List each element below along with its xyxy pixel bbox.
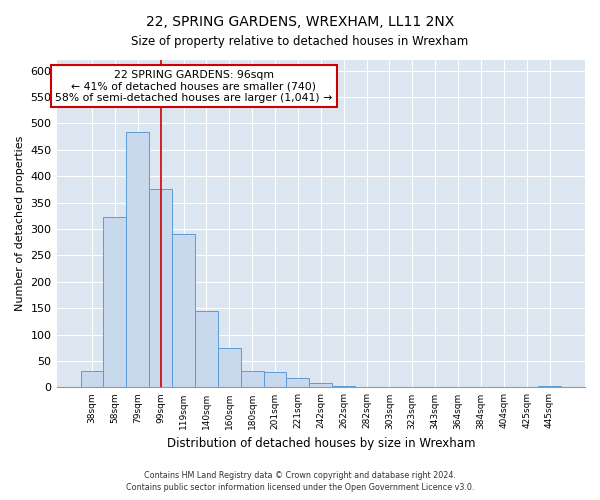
Bar (80, 370, 103, 388)
Bar (149, 190, 172, 388)
Bar (127, 132, 149, 388)
Bar (355, 387, 378, 388)
Bar (310, 383, 332, 388)
X-axis label: Distribution of detached houses by size in Wrexham: Distribution of detached houses by size … (167, 437, 475, 450)
Bar (195, 311, 218, 388)
Bar (103, 218, 127, 388)
Text: Size of property relative to detached houses in Wrexham: Size of property relative to detached ho… (131, 35, 469, 48)
Text: Contains HM Land Registry data © Crown copyright and database right 2024.
Contai: Contains HM Land Registry data © Crown c… (126, 471, 474, 492)
Bar (241, 370, 263, 388)
Text: 22 SPRING GARDENS: 96sqm
← 41% of detached houses are smaller (740)
58% of semi-: 22 SPRING GARDENS: 96sqm ← 41% of detach… (55, 70, 332, 103)
Bar (378, 387, 401, 388)
Bar (538, 386, 561, 388)
Bar (286, 378, 310, 388)
Bar (218, 348, 241, 388)
Y-axis label: Number of detached properties: Number of detached properties (15, 136, 25, 312)
Bar (263, 372, 286, 388)
Text: 22, SPRING GARDENS, WREXHAM, LL11 2NX: 22, SPRING GARDENS, WREXHAM, LL11 2NX (146, 15, 454, 29)
Bar (332, 386, 355, 388)
Bar (172, 234, 195, 388)
